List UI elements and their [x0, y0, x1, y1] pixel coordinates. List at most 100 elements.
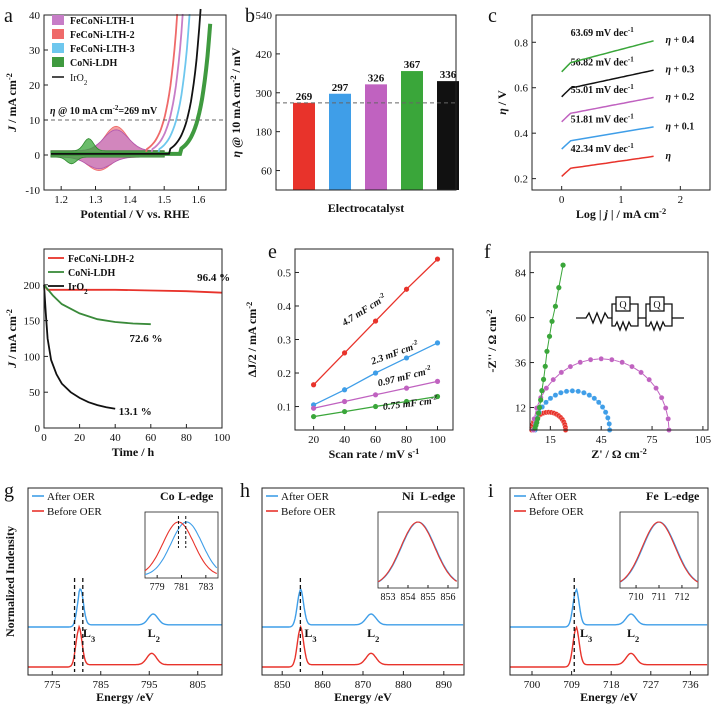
y-tick-label: 0.4 — [277, 301, 291, 313]
bar-value-label: 269 — [296, 91, 313, 103]
x-tick-label: 736 — [682, 679, 699, 691]
data-point — [542, 363, 548, 369]
y-tick-label: 20 — [29, 80, 41, 92]
x-axis-title: Time / h — [112, 445, 155, 459]
data-point — [310, 405, 317, 411]
data-point — [646, 376, 652, 383]
axes-frame — [275, 14, 457, 191]
x-tick-label: 80 — [181, 432, 193, 444]
data-point — [658, 394, 665, 401]
y-tick-label: 10 — [29, 115, 41, 127]
x-tick-label: 700 — [524, 679, 541, 691]
x-tick-label: 718 — [603, 679, 620, 691]
resistor — [576, 311, 612, 325]
data-point — [543, 399, 549, 406]
x-tick-label: 100 — [214, 432, 231, 444]
cpe-label: Q — [653, 300, 661, 311]
data-point — [602, 409, 609, 415]
edge-label: L-edge — [178, 489, 214, 503]
data-point — [403, 286, 410, 292]
data-point — [535, 410, 542, 416]
line-FeCoNi-LDH-2 — [43, 284, 223, 294]
inset-tick-label: 856 — [441, 592, 456, 603]
x-tick-label: 709 — [563, 679, 580, 691]
line-after-oer — [510, 587, 708, 628]
data-point — [591, 395, 598, 402]
data-point — [586, 392, 593, 398]
series-label: η — [666, 151, 672, 162]
data-point — [587, 356, 594, 363]
inset-line-before — [144, 521, 218, 575]
inset-line-before — [619, 521, 699, 583]
legend-label: FeCoNi-LTH-2 — [70, 30, 135, 41]
slope-label: 56.82 mV dec-1 — [571, 56, 635, 69]
legend-label: Before OER — [529, 506, 584, 518]
y-axis-title: ΔJ/2 / mA cm-2 — [245, 302, 260, 378]
bar-value-label: 326 — [368, 72, 385, 84]
legend-swatch — [52, 43, 64, 53]
edge-label: L-edge — [664, 489, 700, 503]
resistor — [645, 318, 673, 332]
annotation: η @ 10 mA cm-2=269 mV — [50, 104, 158, 117]
x-tick-label: 890 — [436, 679, 453, 691]
y-tick-label: 420 — [256, 49, 273, 61]
slope-label: 42.34 mV dec-1 — [571, 142, 635, 155]
panel-letter: b — [245, 5, 255, 27]
line-η + 0.2 — [561, 96, 654, 123]
line-before-oer — [28, 624, 222, 668]
inset-tick-label: 712 — [674, 592, 689, 603]
inset-tick-label: 711 — [652, 592, 667, 603]
bar — [293, 102, 315, 190]
data-point — [372, 318, 379, 324]
data-point — [310, 413, 317, 420]
data-point — [547, 395, 554, 402]
axes-frame — [509, 487, 709, 676]
panel-letter: i — [488, 480, 494, 502]
x-tick-label: 1.2 — [54, 194, 68, 206]
cv-loop-green — [50, 138, 165, 165]
y-tick-label: 150 — [24, 316, 41, 328]
peak-label: L2 — [148, 626, 160, 644]
legend-label: After OER — [281, 491, 330, 503]
y-tick-label: 0 — [35, 423, 41, 435]
peak-label: L2 — [627, 626, 639, 644]
legend-label: FeCoNi-LTH-3 — [70, 44, 135, 55]
legend-label: IrO2 — [70, 73, 88, 87]
line-η — [561, 155, 654, 177]
panel-letter: c — [488, 5, 497, 27]
inset-tick-label: 855 — [421, 592, 436, 603]
axes-frame — [27, 487, 223, 676]
y-tick-label: 50 — [29, 387, 41, 399]
bar — [329, 93, 351, 190]
cpe-label: Q — [619, 300, 627, 311]
series-label: η + 0.3 — [666, 65, 695, 76]
inset-frame — [377, 511, 459, 589]
line-after-oer — [28, 588, 222, 628]
x-tick-label: 45 — [596, 434, 608, 446]
inset-tick-label: 853 — [381, 592, 396, 603]
x-tick-label: 105 — [695, 434, 712, 446]
data-point — [563, 388, 570, 395]
data-point — [605, 415, 611, 421]
data-point — [606, 421, 612, 427]
data-point — [434, 393, 441, 400]
data-point — [556, 285, 562, 291]
data-point — [341, 398, 348, 405]
data-point — [560, 262, 566, 268]
bar-value-label: 297 — [332, 82, 349, 94]
x-tick-label: 880 — [395, 679, 412, 691]
axes-frame — [529, 251, 709, 431]
y-tick-label: 60 — [261, 166, 273, 178]
data-point — [662, 405, 669, 411]
data-point — [599, 404, 606, 410]
wire — [645, 303, 650, 318]
line-CoNi-LDH — [43, 284, 151, 326]
y-tick-label: 0.4 — [514, 128, 528, 140]
y-axis-title: -Z'' / Ω cm-2 — [485, 310, 500, 373]
data-point — [552, 303, 559, 309]
x-tick-label: 775 — [44, 679, 61, 691]
line-IrO2 — [43, 284, 116, 410]
element-label: Ni — [402, 489, 415, 503]
